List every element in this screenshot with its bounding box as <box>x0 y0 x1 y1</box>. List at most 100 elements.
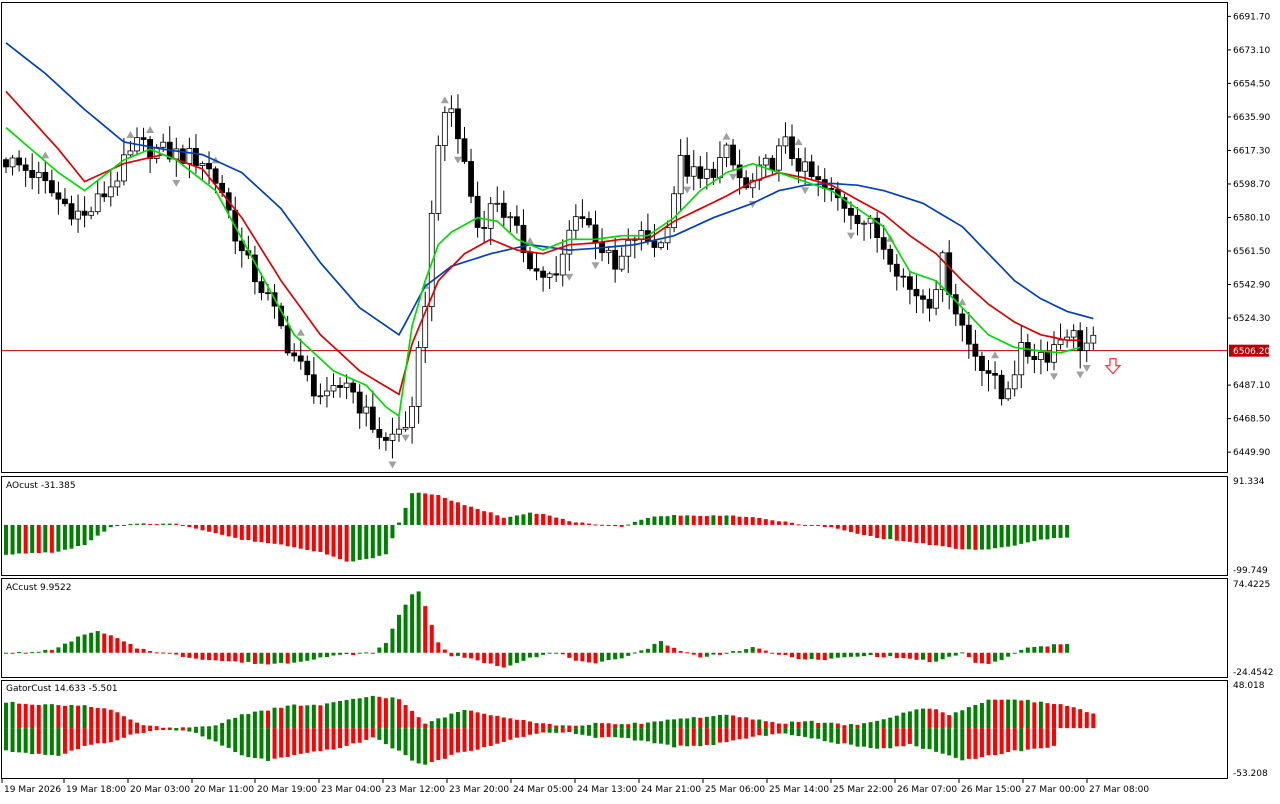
gator-lower-bar <box>180 728 185 731</box>
ac-bar <box>403 604 408 653</box>
gator-lower-bar <box>279 728 284 758</box>
ac-bar <box>862 652 867 657</box>
time-tick-label: 26 Mar 07:00 <box>897 785 957 795</box>
candle-body <box>258 281 265 294</box>
gator-upper-bar <box>632 722 637 729</box>
ac-bar <box>311 652 316 660</box>
fractal-down-icon <box>846 232 855 240</box>
ac-bar <box>17 651 22 653</box>
gator-upper-bar <box>1006 699 1011 729</box>
gator-upper-bar <box>744 717 749 729</box>
gator-lower-bar <box>711 728 716 746</box>
gator-upper-bar <box>292 704 297 729</box>
gator-lower-bar <box>672 728 677 748</box>
gator-upper-bar <box>23 703 28 729</box>
ao-bar <box>187 524 192 528</box>
ao-bar <box>868 524 873 536</box>
ac-bar <box>803 652 808 660</box>
gator-indicator-label: GatorCust 14.633 -5.501 <box>6 684 118 694</box>
gator-upper-bar <box>940 712 945 729</box>
ac-bar <box>514 652 519 663</box>
gator-upper-bar <box>534 723 539 729</box>
gator-lower-bar <box>318 728 323 752</box>
gator-lower-bar <box>724 728 729 743</box>
gator-upper-bar <box>541 723 546 729</box>
candle-body <box>343 382 350 388</box>
gator-upper-bar <box>102 708 107 729</box>
ao-bar <box>953 524 958 549</box>
ac-bar <box>737 651 742 653</box>
ao-bar <box>927 524 932 546</box>
ao-bar <box>881 524 886 540</box>
candle-body <box>42 171 49 182</box>
gator-lower-bar <box>397 728 401 751</box>
gator-upper-bar <box>357 698 362 729</box>
ao-bar <box>207 524 212 532</box>
candle-body <box>304 360 311 376</box>
ac-bar <box>462 652 467 658</box>
gator-upper-bar <box>619 724 624 729</box>
ac-bar <box>364 652 369 654</box>
candle-body <box>677 154 684 195</box>
gator-upper-bar <box>193 726 198 729</box>
ao-bar <box>1006 524 1011 547</box>
gator-lower-bar <box>383 728 388 745</box>
gator-upper-bar <box>888 717 893 729</box>
candle-body <box>723 144 730 158</box>
ao-bar <box>167 523 172 525</box>
ao-bar <box>89 524 94 541</box>
gator-lower-bar <box>495 728 500 744</box>
ac-bar <box>193 652 198 659</box>
gator-lower-bar <box>239 728 244 756</box>
candle-body <box>107 186 114 198</box>
gator-lower-bar <box>49 728 54 756</box>
ao-max-label: 91.334 <box>1233 477 1265 487</box>
ac-bar <box>298 652 303 662</box>
ac-min-label: -24.4542 <box>1233 668 1273 678</box>
gator-lower-bar <box>816 728 821 739</box>
ao-pane[interactable] <box>4 492 1070 562</box>
ao-bar <box>370 524 375 559</box>
gator-lower-bar <box>541 728 546 733</box>
gator-lower-bar <box>514 728 519 738</box>
gator-upper-bar <box>246 714 251 729</box>
ao-bar <box>619 524 624 527</box>
ao-bar <box>161 523 166 525</box>
gator-upper-bar <box>704 716 709 729</box>
ac-bar <box>128 643 133 653</box>
gator-pane[interactable] <box>4 695 1096 765</box>
gator-lower-bar <box>881 728 886 749</box>
ac-bar <box>23 652 28 654</box>
ao-bar <box>645 517 650 525</box>
ao-bar <box>626 524 631 526</box>
ac-bar <box>410 594 415 653</box>
gator-lower-bar <box>567 728 572 733</box>
gator-lower-bar <box>266 728 270 761</box>
price-pane[interactable] <box>2 15 1231 469</box>
gator-upper-bar <box>252 711 257 729</box>
price-tick-label: 6635.90 <box>1233 113 1270 123</box>
candle-body <box>35 171 42 178</box>
ao-bar <box>1025 524 1030 543</box>
candle-body <box>3 159 9 168</box>
gator-upper-bar <box>685 718 690 729</box>
ao-bar <box>108 524 113 528</box>
ac-bar <box>724 652 729 654</box>
ao-bar <box>986 524 991 550</box>
gator-upper-bar <box>600 723 605 729</box>
ao-min-label: -99.749 <box>1233 566 1268 576</box>
gator-lower-bar <box>1038 728 1043 749</box>
gator-upper-bar <box>698 717 703 729</box>
gator-upper-bar <box>4 702 8 729</box>
ac-bar <box>600 652 605 662</box>
ac-pane[interactable] <box>4 591 1070 668</box>
time-tick-label: 23 Mar 04:00 <box>321 785 381 795</box>
gator-lower-bar <box>475 728 480 750</box>
gator-lower-bar <box>174 728 179 731</box>
candle-body <box>1038 351 1044 360</box>
gator-lower-bar <box>416 728 421 764</box>
gator-upper-bar <box>364 697 369 729</box>
ac-bar <box>698 652 703 658</box>
ac-bar <box>226 652 231 662</box>
